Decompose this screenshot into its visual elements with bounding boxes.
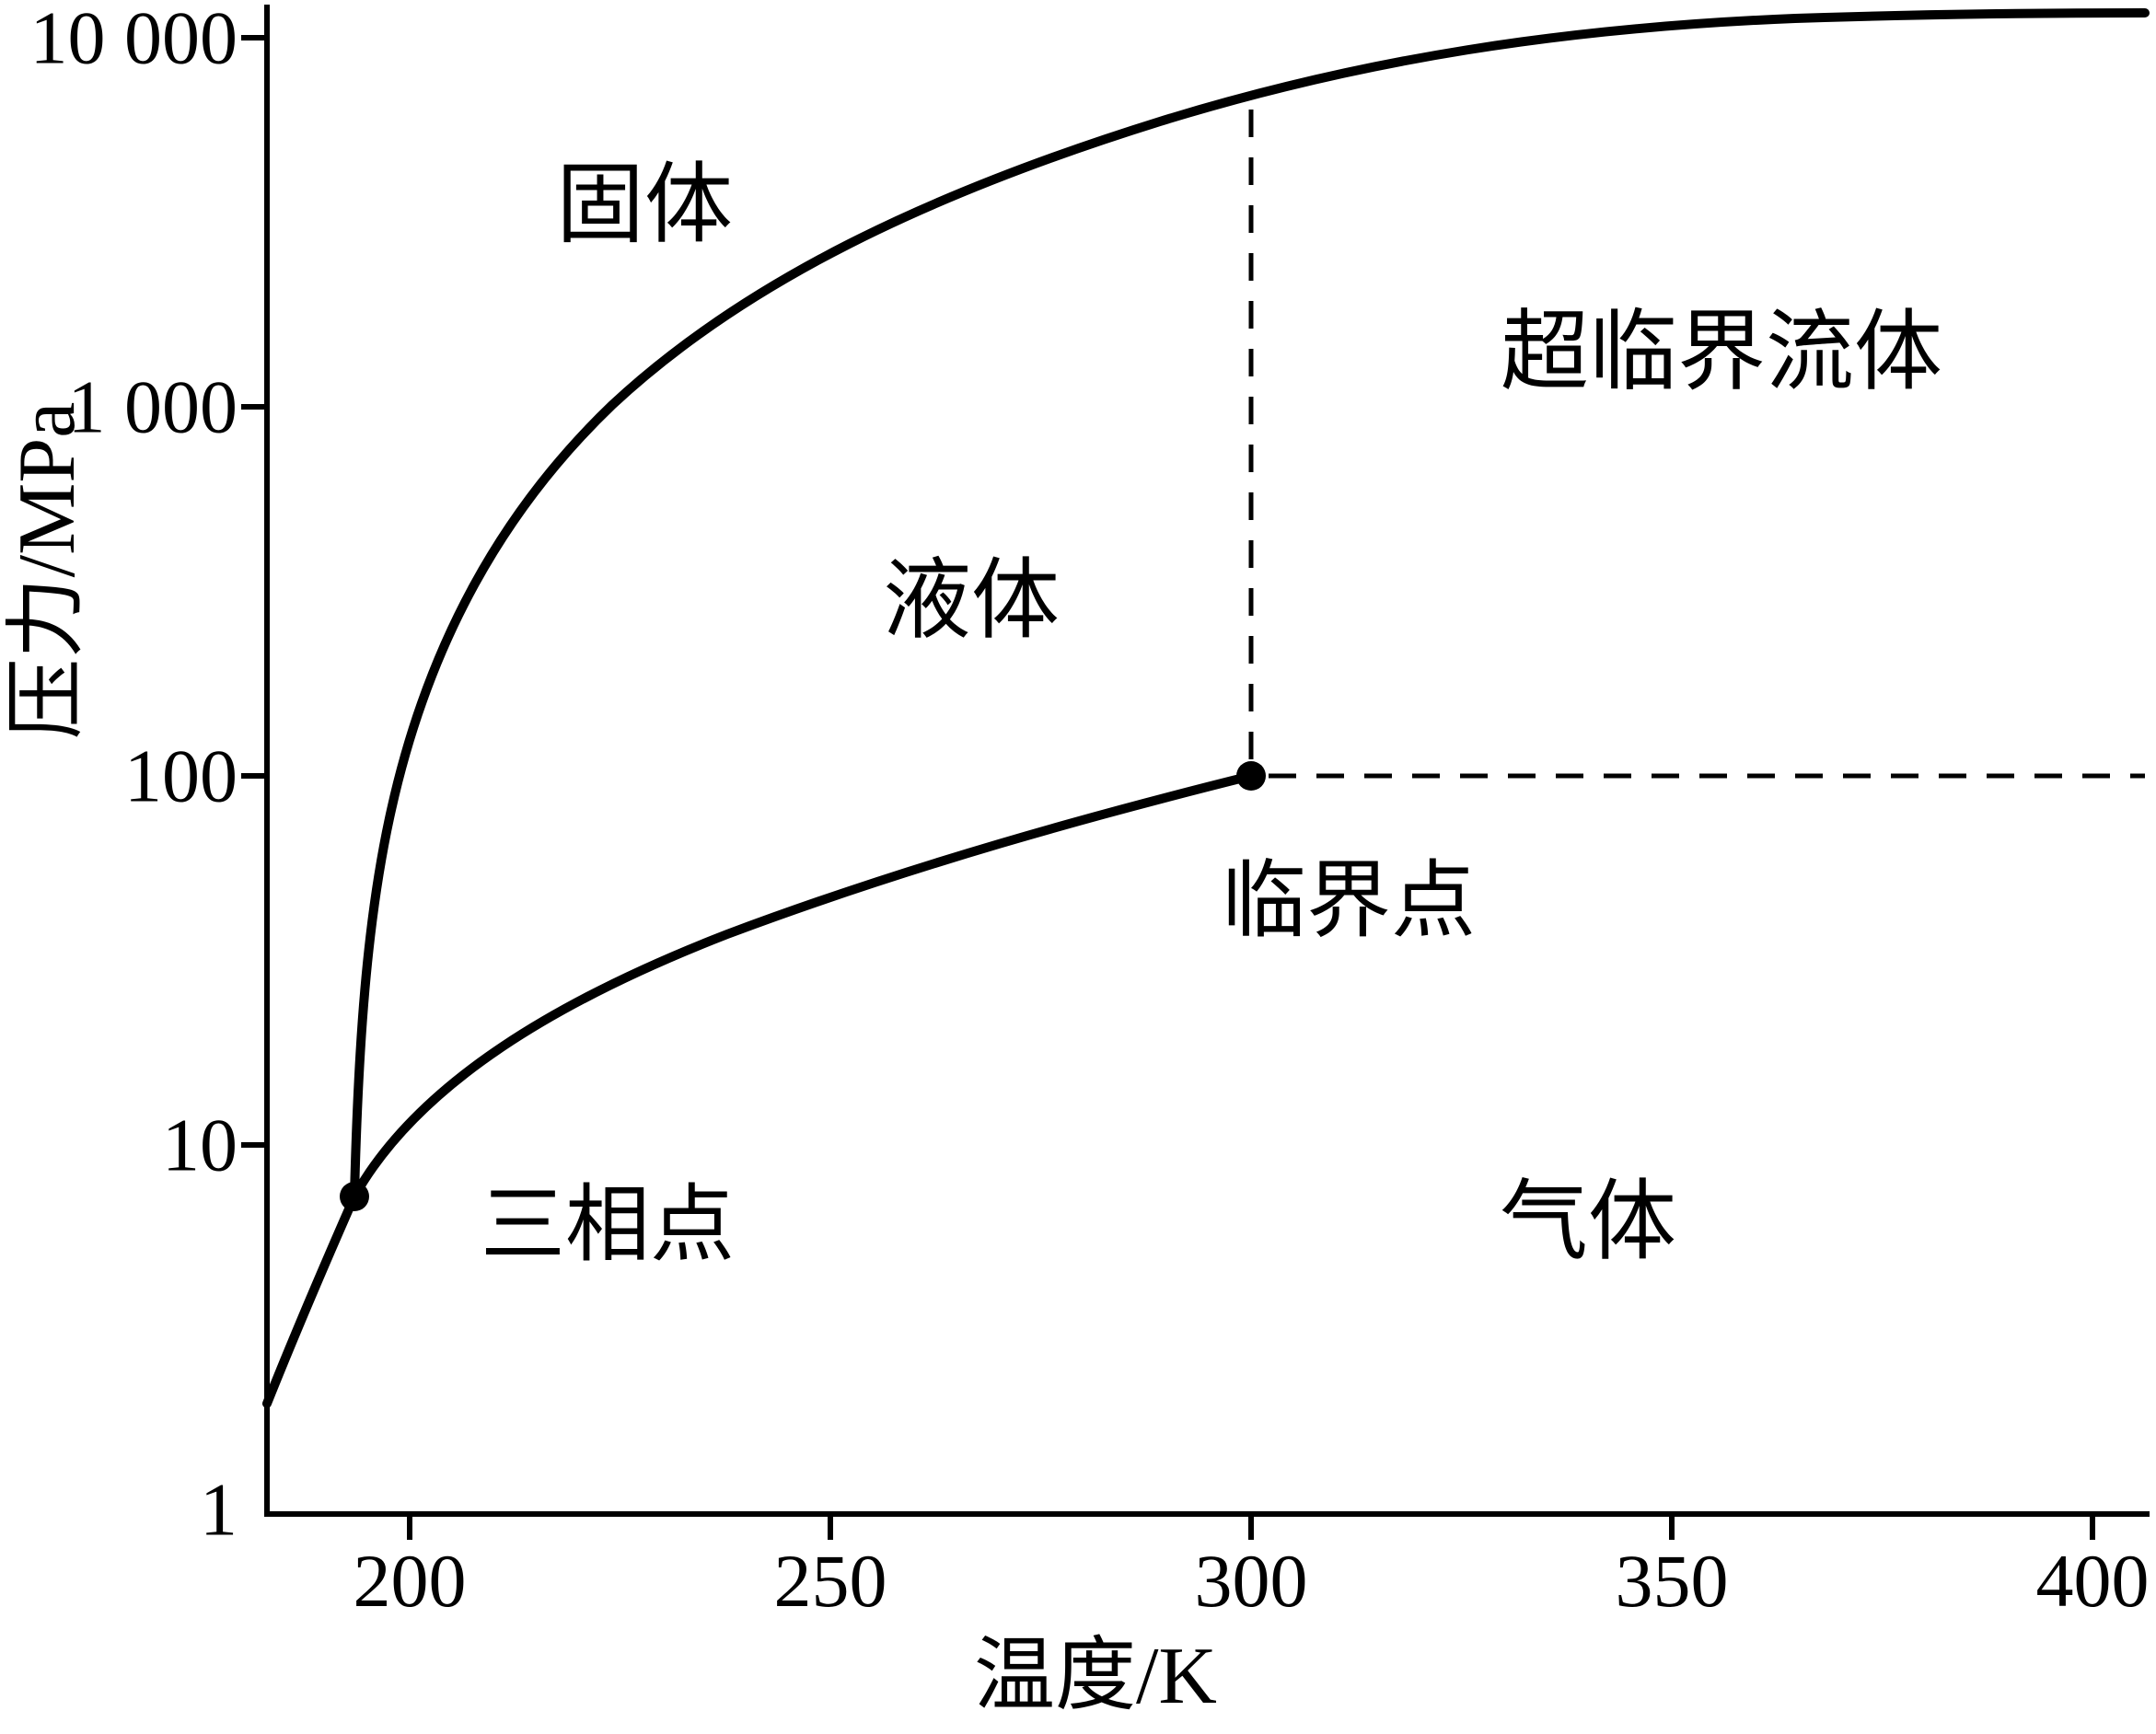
region-label-gas: 气体 [1500,1173,1676,1271]
y-tick-label-1000: 1 000 [68,365,238,449]
region-label-solid: 固体 [556,156,733,254]
x-tick-label-200: 200 [354,1539,467,1623]
region-label-liquid: 液体 [883,551,1060,650]
y-tick-label-10: 10 [162,1104,238,1187]
vaporization-curve [262,771,1256,1408]
x-tick-label-300: 300 [1195,1539,1308,1623]
x-axis-title: 温度/K [974,1632,1217,1721]
y-tick-label-10000: 10 000 [30,0,238,80]
y-tick-label-1: 1 [200,1468,238,1552]
x-tick-label-350: 350 [1616,1539,1729,1623]
y-axis-title: 压力/MPa [3,402,92,740]
melting-curve [350,8,2150,1201]
triple-point-label: 三相点 [481,1178,735,1272]
x-tick-label-400: 400 [2036,1539,2150,1623]
y-tick-label-100: 100 [124,734,238,818]
triple-point-dot [340,1182,369,1211]
critical-point-dot [1236,761,1266,791]
region-label-supercritical: 超临界流体 [1501,303,1942,401]
x-tick-label-250: 250 [774,1539,887,1623]
critical-point-label: 临界点 [1222,854,1476,948]
